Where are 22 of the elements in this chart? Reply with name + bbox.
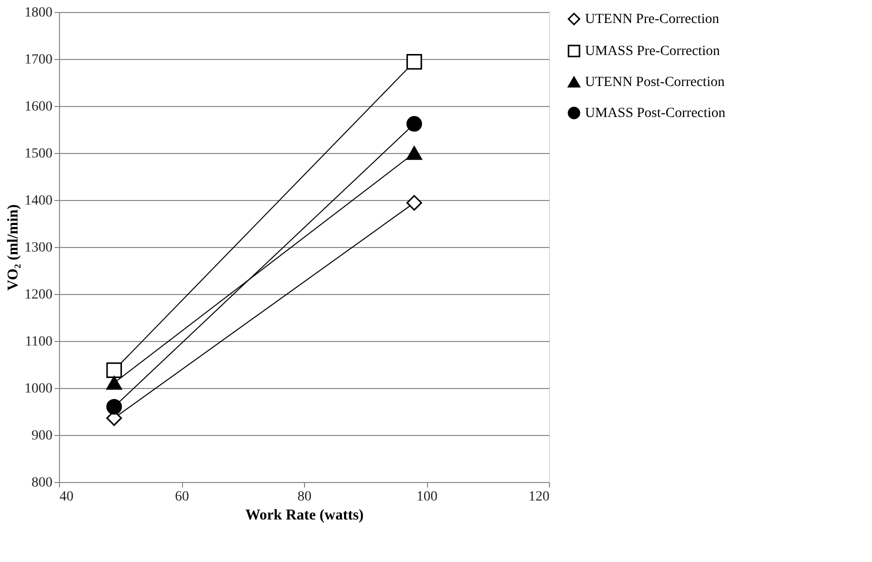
y-tick-label: 900 — [32, 428, 52, 444]
y-axis-title: VO₂ (ml/min) — [6, 204, 22, 291]
legend-label: UMASS Pre-Correction — [585, 44, 720, 59]
y-tick-label: 1500 — [24, 146, 52, 162]
y-tick-label: 1200 — [24, 288, 52, 302]
legend-label: UMASS Post-Correction — [585, 106, 726, 121]
y-tick-label: 1300 — [24, 240, 52, 256]
x-tick-label: 40 — [60, 490, 74, 504]
legend-label: UTENN Post-Correction — [585, 75, 725, 90]
y-tick-label: 1800 — [24, 6, 52, 20]
x-tick-label: 100 — [416, 490, 438, 504]
y-tick-label: 1600 — [24, 100, 52, 114]
y-tick-label: 1000 — [24, 382, 52, 396]
x-axis-title: Work Rate (watts) — [245, 508, 364, 524]
y-tick-label: 800 — [32, 476, 52, 490]
x-tick-label: 80 — [298, 490, 312, 504]
y-tick-label: 1400 — [24, 194, 52, 208]
y-tick-label: 1700 — [24, 52, 52, 68]
legend-label: UTENN Pre-Correction — [585, 12, 720, 27]
x-tick-label: 60 — [175, 490, 189, 504]
y-tick-label: 1100 — [25, 334, 52, 350]
x-tick-label: 120 — [528, 490, 550, 504]
